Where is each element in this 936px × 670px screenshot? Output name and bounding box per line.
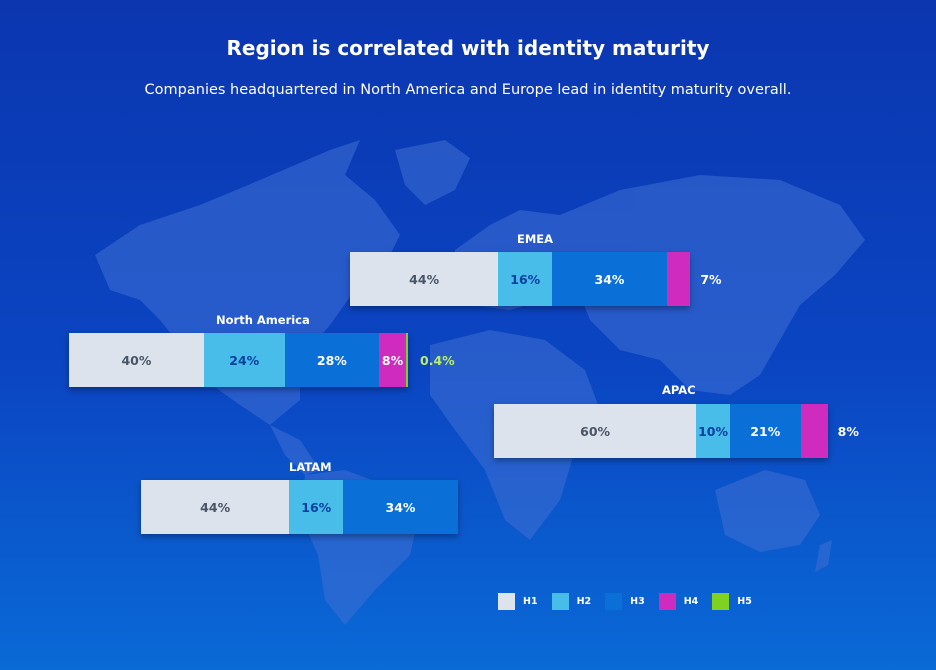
bar-apac: 60% 10% 21%: [494, 404, 828, 458]
legend-swatch-h4: [658, 593, 676, 610]
data-label-north-america-h5: 0.4%: [420, 353, 455, 368]
bar-segment-north-america-h2: 24%: [203, 333, 285, 387]
legend-item-h2: H2: [551, 593, 592, 610]
bar-segment-latam-h1: 44%: [141, 480, 290, 534]
bar-segment-north-america-h5: [405, 333, 408, 387]
legend-swatch-h1: [498, 593, 515, 610]
legend-swatch-h2: [551, 593, 569, 610]
chart-subtitle: Companies headquartered in North America…: [144, 82, 792, 98]
legend-label-h1: H1: [523, 596, 538, 607]
bar-segment-emea-h4: [666, 252, 691, 306]
legend-item-h4: H4: [658, 593, 699, 610]
legend-swatch-h3: [605, 593, 623, 610]
legend-swatch-h5: [712, 593, 730, 610]
bar-north-america: 40% 24% 28% 8%: [69, 333, 408, 387]
map-central-america: [270, 425, 320, 475]
map-new-zealand: [815, 540, 832, 572]
region-label-emea: EMEA: [517, 232, 554, 246]
legend-label-h4: H4: [683, 596, 699, 607]
bar-segment-apac-h3: 21%: [729, 404, 801, 458]
bar-segment-north-america-h3: 28%: [284, 333, 380, 387]
legend-item-h3: H3: [605, 593, 645, 610]
chart-title: Region is correlated with identity matur…: [226, 36, 710, 60]
map-australia: [715, 470, 820, 552]
bar-segment-latam-h2: 16%: [289, 480, 344, 534]
map-greenland: [395, 140, 470, 205]
bar-segment-north-america-h1: 40%: [69, 333, 204, 387]
legend-label-h3: H3: [630, 596, 645, 607]
region-label-north-america: North America: [216, 313, 310, 327]
map-north-america: [95, 140, 400, 425]
legend-label-h2: H2: [576, 596, 592, 607]
bar-segment-latam-h3: 34%: [343, 480, 458, 534]
bar-segment-north-america-h4: 8%: [379, 333, 406, 387]
bar-emea: 44% 16% 34%: [350, 252, 691, 306]
data-label-apac-h4: 8%: [837, 424, 859, 439]
bar-segment-emea-h3: 34%: [552, 252, 667, 306]
bar-segment-apac-h1: 60%: [494, 404, 697, 458]
bar-segment-emea-h2: 16%: [498, 252, 553, 306]
region-label-latam: LATAM: [289, 460, 332, 474]
legend-item-h1: H1: [498, 593, 538, 610]
legend-item-h5: H5: [712, 593, 752, 610]
data-label-emea-h4: 7%: [700, 272, 722, 287]
region-label-apac: APAC: [662, 383, 696, 397]
legend-label-h5: H5: [737, 596, 752, 607]
bar-segment-apac-h2: 10%: [696, 404, 730, 458]
bar-latam: 44% 16% 34%: [141, 480, 458, 534]
bar-segment-emea-h1: 44%: [350, 252, 499, 306]
bar-segment-apac-h4: [800, 404, 828, 458]
legend: H1 H2 H3 H4 H5: [498, 593, 766, 610]
map-asia: [560, 175, 865, 395]
